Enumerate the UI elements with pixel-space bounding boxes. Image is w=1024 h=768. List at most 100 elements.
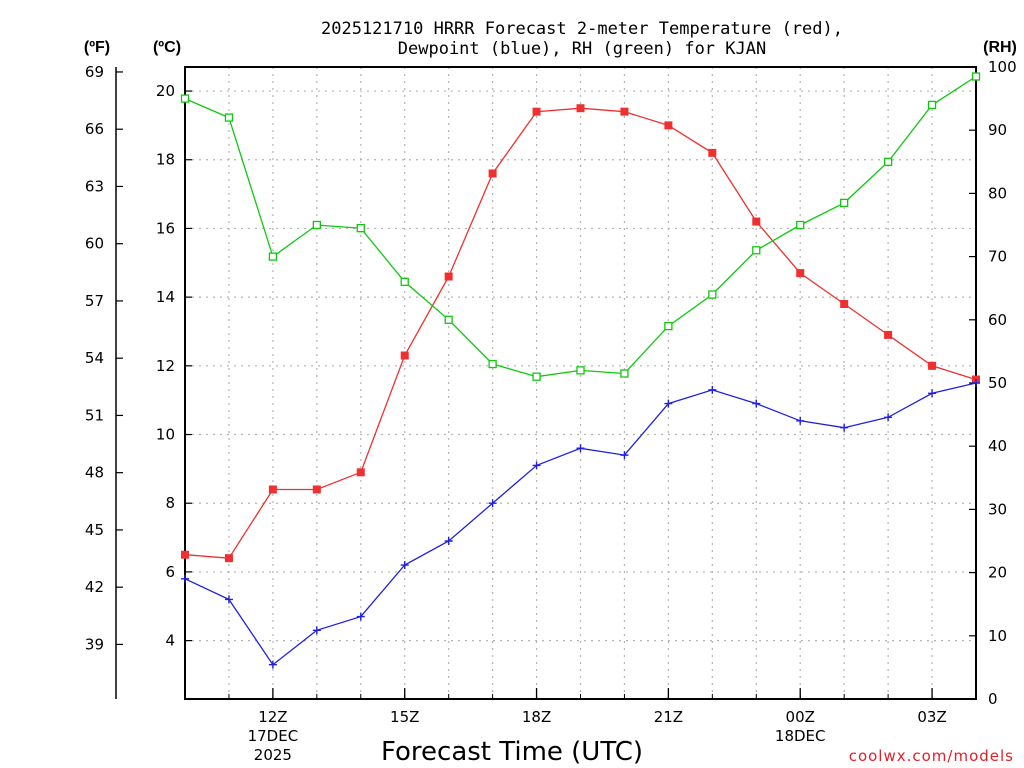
dewpoint-point — [181, 574, 189, 583]
temperature-point — [488, 169, 497, 178]
x-tick-label: 18DEC — [775, 727, 826, 745]
celsius-tick-label: 18 — [156, 151, 175, 169]
relative-humidity-point — [840, 198, 849, 208]
rh-tick-label: 10 — [988, 627, 1007, 645]
relative-humidity-point — [927, 100, 937, 110]
temperature-point — [752, 217, 761, 226]
temperature-point — [224, 554, 233, 563]
fahrenheit-tick-label: 48 — [85, 464, 104, 482]
dewpoint-point — [488, 499, 497, 508]
x-tick-label: 17DEC — [248, 727, 299, 745]
x-tick-label: 21Z — [654, 708, 683, 726]
relative-humidity-point — [971, 72, 981, 81]
relative-humidity-point — [268, 252, 278, 261]
relative-humidity-point — [620, 369, 629, 378]
chart-title-line-2: Dewpoint (blue), RH (green) for KJAN — [398, 39, 766, 59]
rh-tick-label: 30 — [988, 500, 1007, 518]
x-tick-label: 12Z — [258, 708, 287, 726]
relative-humidity-point — [576, 366, 585, 375]
temperature-point — [620, 107, 629, 116]
dewpoint-point — [356, 612, 365, 621]
dewpoint-point — [708, 385, 717, 394]
fahrenheit-tick-label: 54 — [85, 349, 104, 367]
temperature-point — [796, 269, 805, 278]
relative-humidity-point — [356, 224, 365, 233]
dewpoint-point — [796, 416, 805, 425]
celsius-tick-label: 6 — [165, 563, 175, 581]
relative-humidity-point — [796, 220, 805, 230]
x-tick-label: 18Z — [522, 708, 551, 726]
x-tick-label: 15Z — [390, 708, 419, 726]
temperature-point — [532, 107, 541, 116]
relative-humidity-point — [752, 246, 761, 255]
relative-humidity-point — [883, 157, 893, 166]
fahrenheit-tick-label: 60 — [85, 235, 104, 253]
rh-tick-label: 90 — [988, 121, 1007, 139]
relative-humidity-line — [184, 75, 977, 378]
fahrenheit-tick-label: 39 — [85, 635, 104, 653]
celsius-tick-label: 8 — [165, 494, 175, 512]
x-axis-label: Forecast Time (UTC) — [381, 737, 643, 767]
fahrenheit-tick-label: 66 — [85, 120, 104, 138]
x-tick-label: 00Z — [786, 708, 815, 726]
fahrenheit-tick-label: 57 — [85, 292, 104, 310]
temperature-point — [444, 272, 453, 281]
relative-humidity-point — [312, 220, 321, 230]
dewpoint-point — [224, 595, 233, 604]
relative-humidity-point — [532, 372, 541, 381]
relative-humidity-point — [224, 113, 234, 122]
rh-tick-label: 80 — [988, 184, 1007, 202]
celsius-unit-label: (ºC) — [153, 39, 181, 56]
celsius-tick-label: 10 — [156, 426, 175, 444]
dewpoint-point — [664, 399, 673, 408]
rh-tick-label: 100 — [988, 58, 1017, 76]
dewpoint-point — [752, 399, 761, 408]
rh-tick-label: 70 — [988, 248, 1007, 266]
temperature-series — [181, 104, 980, 563]
dewpoint-point — [312, 626, 321, 635]
grid-lines — [185, 67, 976, 699]
dewpoint-point — [840, 423, 849, 432]
temperature-point — [576, 104, 585, 113]
rh-tick-label: 50 — [988, 374, 1007, 392]
source-credit: coolwx.com/models — [849, 747, 1014, 765]
celsius-tick-label: 16 — [156, 219, 175, 237]
temperature-point — [708, 148, 717, 157]
temperature-point — [400, 351, 409, 360]
rh-tick-label: 60 — [988, 311, 1007, 329]
temperature-point — [928, 361, 937, 370]
relative-humidity-point — [664, 321, 673, 331]
dewpoint-point — [268, 660, 277, 669]
dewpoint-point — [444, 537, 453, 545]
celsius-tick-label: 12 — [156, 357, 175, 375]
rh-tick-label: 20 — [988, 564, 1007, 582]
rh-unit-label: (RH) — [983, 39, 1017, 56]
celsius-tick-label: 4 — [165, 632, 175, 650]
relative-humidity-point — [400, 277, 409, 287]
dewpoint-series — [181, 379, 980, 669]
rh-tick-label: 0 — [988, 690, 998, 708]
relative-humidity-point — [708, 290, 717, 299]
x-tick-label: 03Z — [917, 708, 946, 726]
axis-ticks-and-labels: 4 6 8 10 12 14 16 18 20 39 42 45 48 51 54 57 60 63 66 69 0 10… — [85, 58, 1017, 764]
fahrenheit-tick-label: 69 — [85, 63, 104, 81]
dewpoint-point — [532, 461, 541, 470]
relative-humidity-series — [180, 72, 981, 381]
fahrenheit-tick-label: 63 — [85, 177, 104, 195]
dewpoint-point — [884, 413, 893, 422]
temperature-point — [312, 485, 321, 494]
dewpoint-point — [400, 561, 409, 570]
temperature-point — [884, 330, 893, 339]
dewpoint-point — [620, 451, 629, 460]
temperature-point — [840, 300, 849, 308]
celsius-tick-label: 20 — [156, 82, 175, 100]
temperature-point — [181, 550, 189, 559]
fahrenheit-tick-label: 42 — [85, 578, 104, 596]
temperature-point — [356, 468, 365, 477]
relative-humidity-point — [444, 315, 453, 324]
celsius-tick-label: 14 — [156, 288, 175, 306]
temperature-point — [664, 121, 673, 130]
dewpoint-point — [928, 389, 937, 398]
relative-humidity-point — [180, 94, 190, 103]
